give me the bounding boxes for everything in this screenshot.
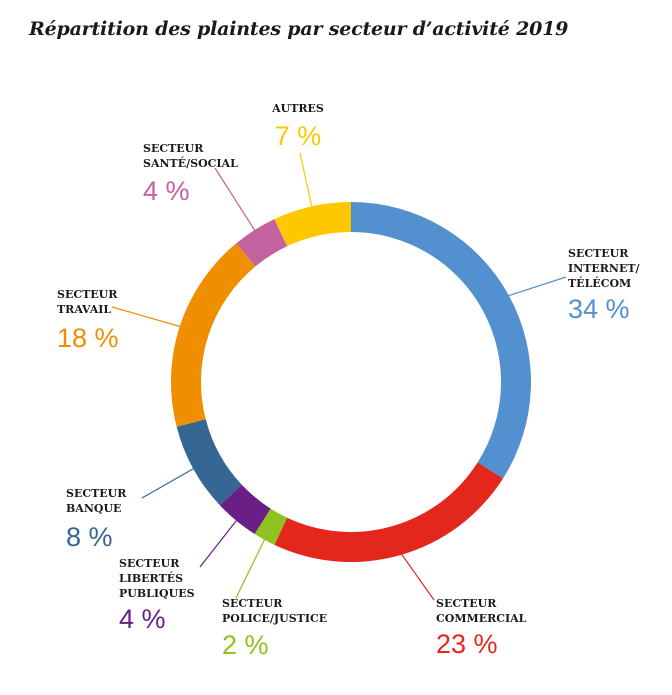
label-internet: SECTEUR INTERNET/TÉLÉCOM bbox=[568, 247, 641, 290]
slice-autres bbox=[274, 202, 351, 247]
leader-lines bbox=[111, 152, 567, 601]
leader-police bbox=[235, 537, 266, 599]
value-commercial: 23 % bbox=[436, 629, 498, 659]
slice-sante bbox=[236, 219, 288, 267]
value-banque: 8 % bbox=[66, 522, 113, 552]
slice-commercial bbox=[274, 462, 503, 563]
value-libertes: 4 % bbox=[119, 604, 166, 634]
slices bbox=[171, 202, 531, 563]
leader-libertes bbox=[199, 518, 239, 568]
slice-travail bbox=[171, 243, 256, 427]
leader-internet bbox=[506, 276, 567, 297]
slice-police bbox=[254, 508, 288, 545]
value-travail: 18 % bbox=[57, 323, 119, 353]
value-police: 2 % bbox=[222, 630, 269, 660]
value-autres: 7 % bbox=[275, 121, 322, 151]
label-sante: SECTEUR SANTÉ/SOCIAL bbox=[143, 142, 238, 170]
value-sante: 4 % bbox=[143, 176, 190, 206]
label-police: SECTEUR POLICE/JUSTICE bbox=[222, 597, 327, 625]
chart-title: Répartition des plaintes par secteur d’a… bbox=[29, 18, 569, 40]
label-travail: SECTEUR TRAVAIL bbox=[57, 288, 118, 316]
label-autres: AUTRES bbox=[271, 102, 324, 115]
value-internet: 34 % bbox=[568, 294, 630, 324]
label-commercial: SECTEUR COMMERCIAL bbox=[436, 597, 527, 625]
leader-sante bbox=[214, 167, 257, 233]
leader-autres bbox=[299, 152, 313, 209]
slice-internet bbox=[351, 202, 531, 479]
labels: SECTEUR INTERNET/TÉLÉCOM 34 % SECTEUR COMMER… bbox=[57, 102, 641, 660]
leader-commercial bbox=[400, 552, 435, 601]
leader-banque bbox=[141, 467, 196, 499]
label-libertes: SECTEUR LIBERTÉS PUBLIQUES bbox=[119, 557, 195, 600]
label-banque: SECTEUR BANQUE bbox=[66, 487, 127, 515]
leader-travail bbox=[111, 306, 182, 328]
slice-banque bbox=[176, 419, 242, 506]
slice-libertes bbox=[219, 484, 271, 534]
